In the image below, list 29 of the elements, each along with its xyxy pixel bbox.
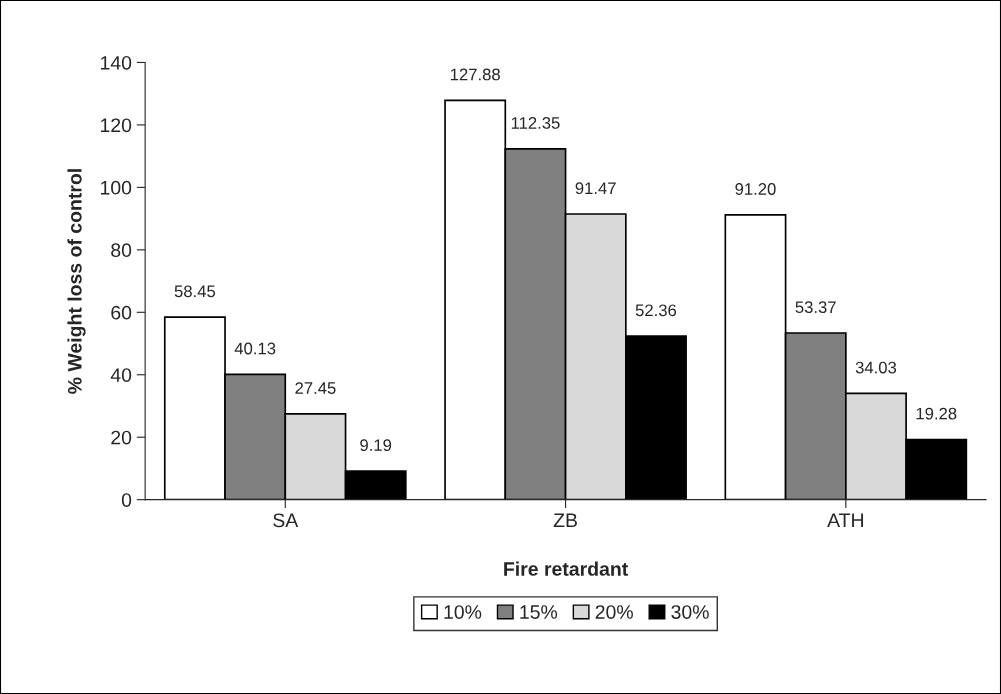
y-tick-label: 0 [121,493,132,507]
legend-label: 10% [444,605,482,619]
y-tick-label: 20 [111,430,132,445]
x-tick-label: ZB [553,513,577,527]
data-label: 112.35 [511,117,560,129]
y-tick-label: 140 [100,55,132,70]
y-axis-title: % Weight loss of control [67,169,86,394]
data-label: 53.37 [795,301,836,314]
data-label: 91.47 [575,182,616,195]
y-tick-label: 60 [111,305,132,320]
y-tick-label: 100 [100,180,132,195]
y-tick-label: 80 [111,243,132,258]
data-label: 19.28 [916,407,957,420]
legend-label: 30% [671,605,709,619]
data-label: 127.88 [450,68,500,81]
y-tick-label: 120 [100,118,132,133]
data-label: 91.20 [735,183,776,195]
data-label: 40.13 [234,342,276,355]
x-axis-title: Fire retardant [504,561,628,576]
data-label: 52.36 [635,304,677,317]
data-label: 58.45 [174,285,216,298]
data-label: 34.03 [855,361,897,374]
legend-label: 20% [595,605,633,619]
data-label: 27.45 [295,382,336,394]
x-tick-label: ATH [827,513,863,527]
y-tick-label: 40 [110,368,132,382]
data-label: 9.19 [360,439,392,452]
x-tick-label: SA [273,513,299,528]
legend-label: 15% [520,605,558,619]
